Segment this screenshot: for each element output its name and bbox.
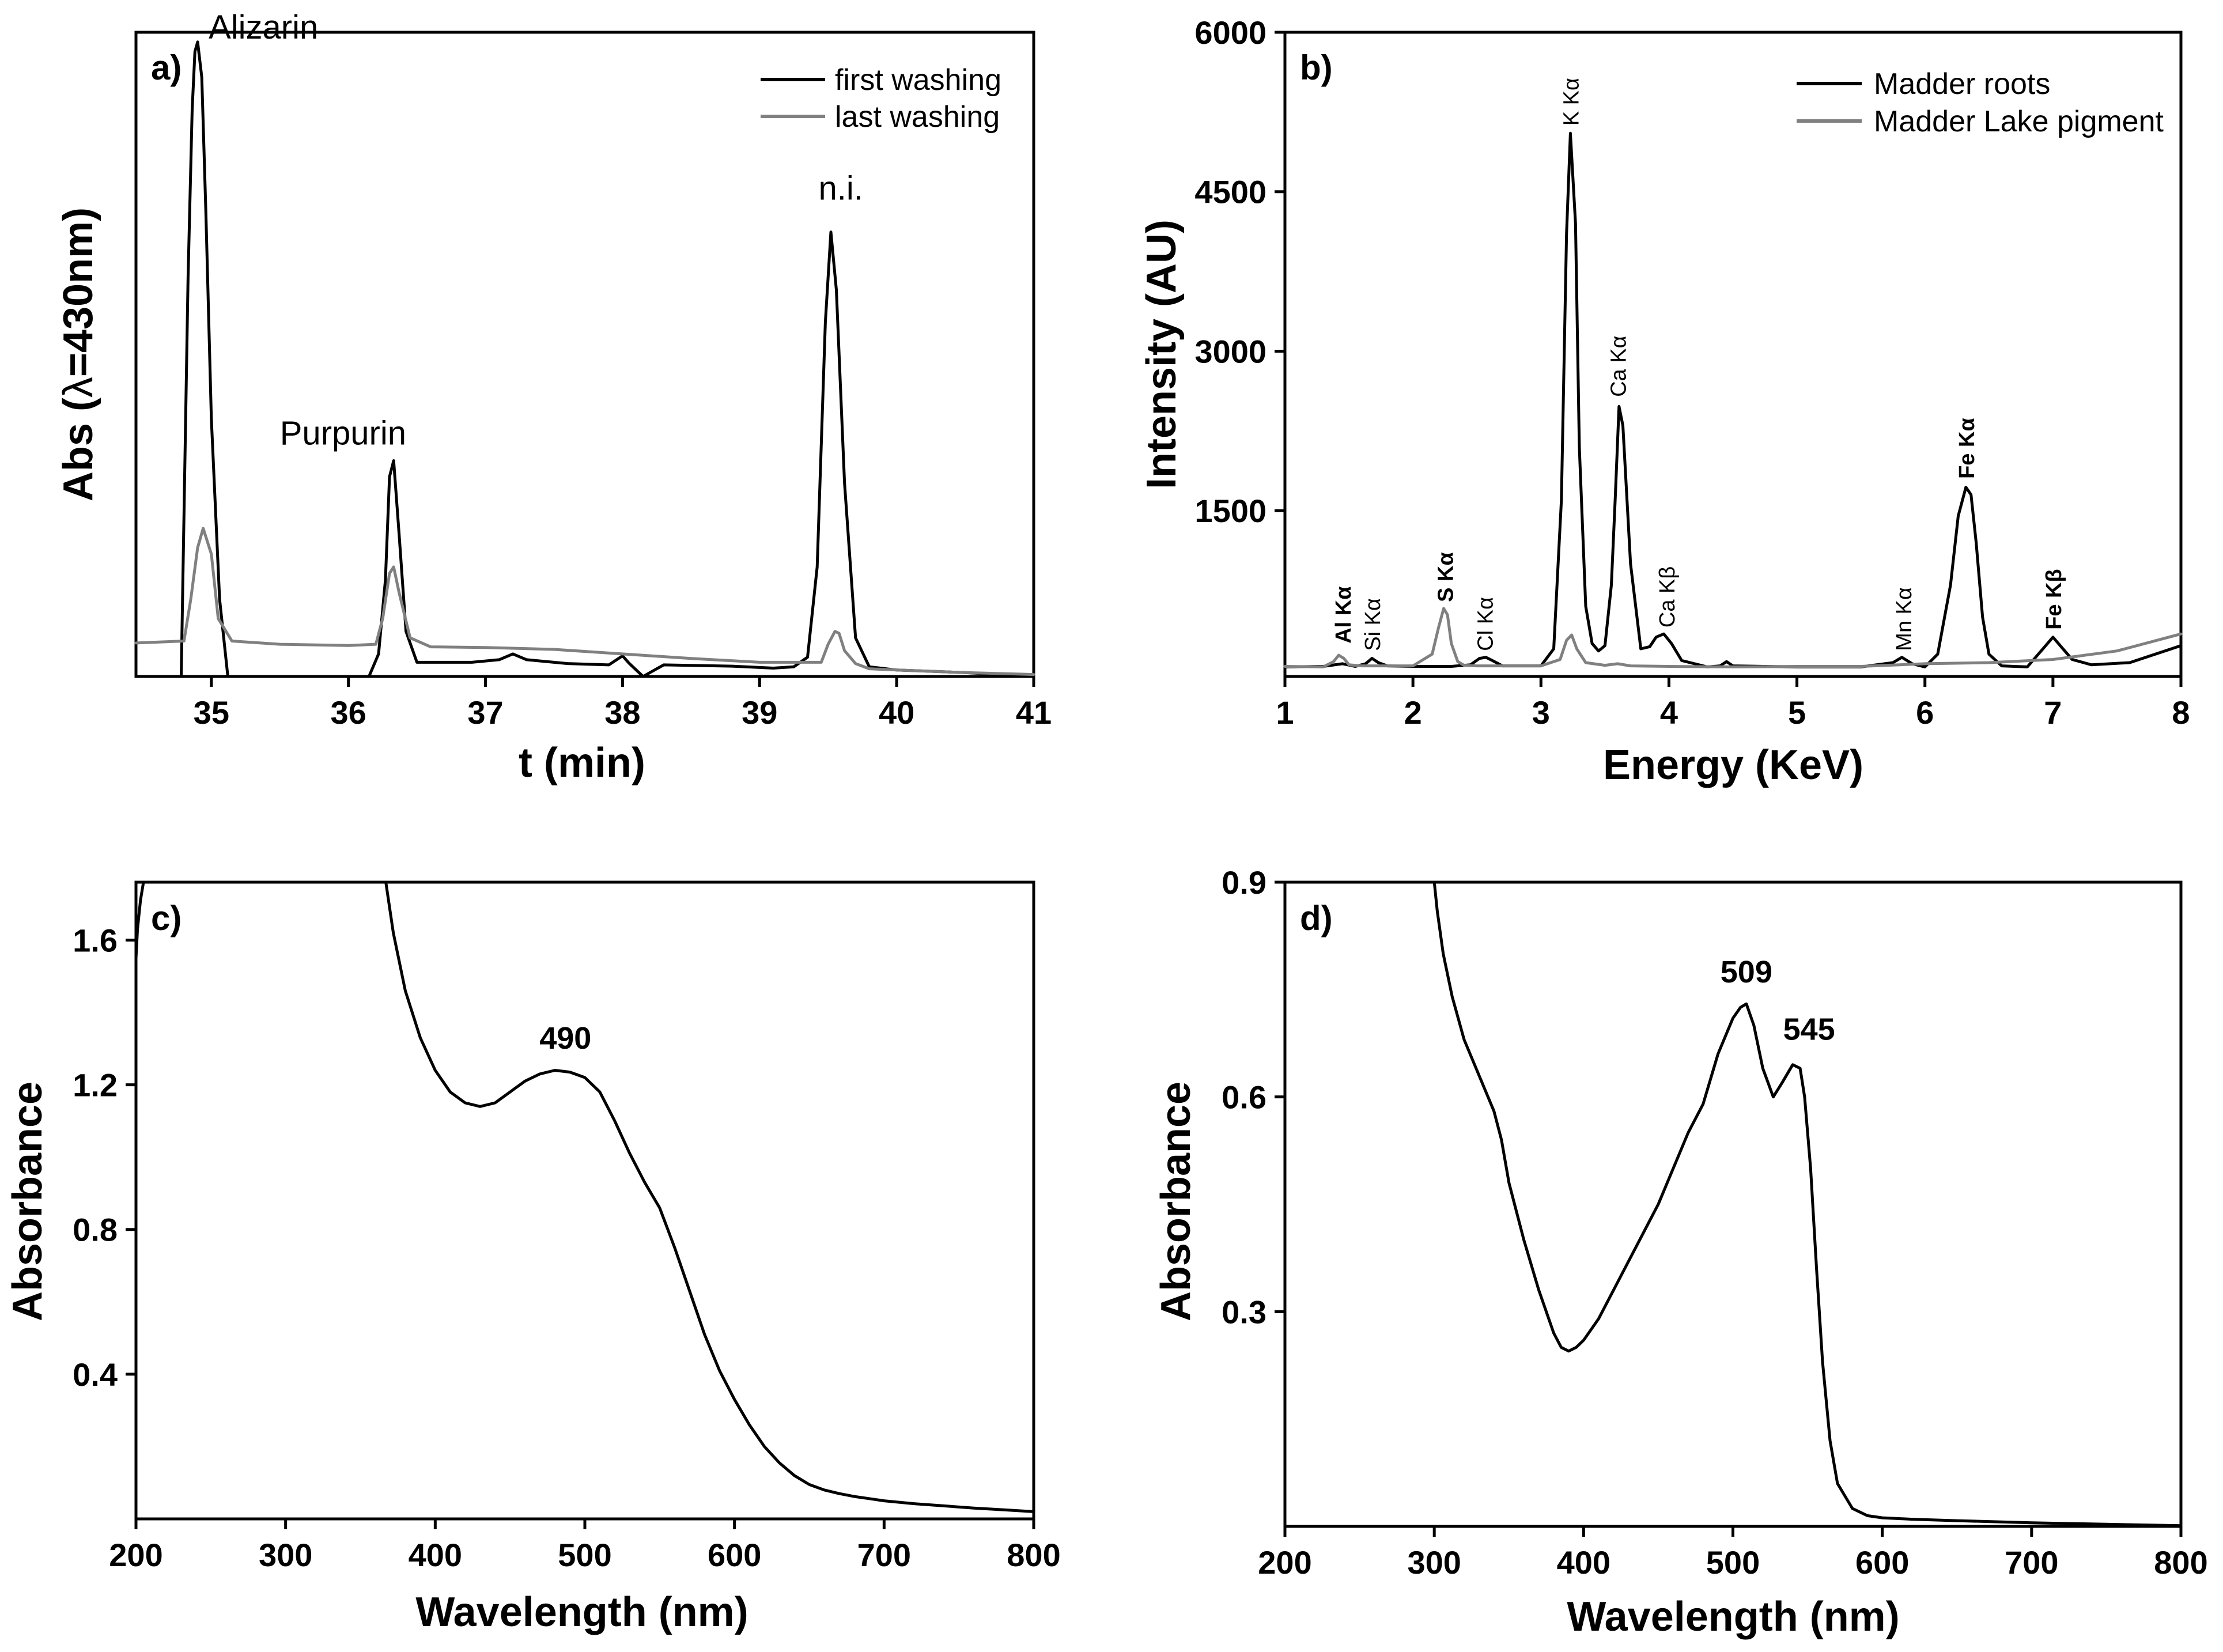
panel-d-y-tick-label: 0.3 — [1222, 1294, 1266, 1330]
panel-a-x-tick-label: 35 — [194, 694, 229, 731]
panel-b-series-madder-roots — [1283, 131, 2183, 668]
panel-a-peak-annotation: Purpurin — [280, 415, 406, 452]
panel-d-y-axis-title: Absorbance — [1153, 1082, 1199, 1321]
panel-b-y-tick-label: 1500 — [1194, 493, 1266, 529]
panel-a-label: a) — [151, 48, 182, 87]
panel-a-peak-annotation: n.i. — [819, 170, 863, 207]
panel-b-chart: 1 2 3 4 5 6 7 8 1500 3000 4500 6000 Al Kα Si Kα S Kα C… — [1139, 14, 2190, 788]
panel-a-x-tick-label: 38 — [604, 694, 640, 731]
panel-c-chart: 200 300 400 500 600 700 800 0.4 0.8 1.2 1.6 490 c)… — [5, 880, 1061, 1635]
panel-c-x-tick-label: 200 — [109, 1537, 162, 1573]
panel-b-y-tick-label: 3000 — [1194, 333, 1266, 369]
panel-b-x-tick-label: 1 — [1276, 694, 1294, 731]
panel-d-x-tick-label: 400 — [1557, 1544, 1610, 1581]
panel-c-x-axis-title: Wavelength (nm) — [415, 1589, 748, 1635]
panel-d-peak-annotation: 545 — [1783, 1012, 1835, 1046]
panel-b-x-tick-label: 5 — [1788, 694, 1806, 731]
panel-b-peak-annotation: Al Kα — [1332, 586, 1356, 643]
panel-d-series-absorbance — [1432, 880, 2183, 1528]
panel-c-y-tick-label: 1.6 — [73, 922, 118, 958]
panel-d-x-axis-title: Wavelength (nm) — [1567, 1594, 1899, 1640]
panel-a-chart: 35 36 37 38 39 40 41 Alizarin Purpurin n.i. a) f… — [55, 9, 1052, 786]
panel-c-x-tick-label: 400 — [409, 1537, 462, 1573]
panel-d-x-tick-label: 700 — [2005, 1544, 2058, 1581]
panel-b-peak-annotation: Si Kα — [1361, 598, 1385, 651]
panel-d-y-tick-label: 0.6 — [1222, 1079, 1266, 1116]
panel-c-x-tick-label: 300 — [259, 1537, 312, 1573]
panel-a-y-axis-title: Abs (λ=430nm) — [55, 207, 101, 501]
panel-c-plot-frame — [134, 880, 1035, 1521]
panel-a-peak-annotation: Alizarin — [209, 9, 318, 46]
panel-b-y-tick-label: 6000 — [1194, 14, 1266, 51]
panel-a-y-title-suffix: =430nm) — [55, 207, 101, 377]
panel-b-peak-annotation: Ca Kβ — [1655, 566, 1680, 627]
panel-c-peak-annotation: 490 — [539, 1021, 591, 1056]
panel-c-y-tick-label: 0.4 — [73, 1356, 118, 1393]
panel-d-y-tick-label: 0.9 — [1222, 864, 1266, 901]
panel-b-peak-annotation: Ca Kα — [1607, 335, 1631, 396]
panel-b-peak-annotation: K Kα — [1559, 78, 1583, 126]
panel-a-x-tick-label: 39 — [742, 694, 777, 731]
panel-b-peak-annotation: Fe Kβ — [2042, 569, 2066, 630]
panel-c-x-tick-label: 600 — [708, 1537, 761, 1573]
panel-c-series-absorbance-seg1 — [384, 880, 1035, 1513]
panel-b-y-tick-label: 4500 — [1194, 174, 1266, 210]
panel-a-x-tick-label: 37 — [467, 694, 503, 731]
panel-d-x-tick-label: 300 — [1407, 1544, 1461, 1581]
panel-d-label: d) — [1300, 899, 1333, 937]
panel-d-peak-annotation: 509 — [1721, 955, 1772, 989]
panel-d-chart: 200 300 400 500 600 700 800 0.3 0.6 0.9 509 545 d)… — [1153, 864, 2208, 1640]
panel-b-x-tick-label: 7 — [2044, 694, 2062, 731]
panel-b-x-tick-label: 4 — [1660, 694, 1678, 731]
panel-b-y-axis-title: Intensity (AU) — [1139, 220, 1185, 489]
panel-b-peak-annotation: Fe Kα — [1955, 418, 1979, 479]
panel-b-x-tick-label: 8 — [2172, 694, 2190, 731]
panel-a-series-last-washing — [134, 527, 1035, 676]
panel-c-y-axis-title: Absorbance — [5, 1082, 51, 1321]
panel-a-x-tick-label: 40 — [879, 694, 914, 731]
panel-b-legend: Madder roots Madder Lake pigment — [1797, 67, 2164, 138]
legend-entry-last-washing: last washing — [835, 100, 1000, 134]
panel-c-label: c) — [151, 899, 182, 937]
legend-entry-first-washing: first washing — [835, 63, 1001, 97]
panel-b-peak-annotation: S Kα — [1434, 552, 1458, 602]
panel-b-x-tick-label: 3 — [1532, 694, 1550, 731]
panel-d-x-tick-label: 200 — [1258, 1544, 1311, 1581]
panel-a-y-title-prefix: Abs ( — [55, 398, 101, 501]
panel-a-y-title-symbol: λ — [55, 377, 101, 398]
panel-a-plot-frame — [134, 31, 1035, 678]
panel-a-x-axis-title: t (min) — [519, 740, 645, 786]
panel-a-legend: first washing last washing — [761, 63, 1001, 134]
legend-entry-madder-lake: Madder Lake pigment — [1874, 105, 2164, 138]
panel-b-label: b) — [1300, 48, 1333, 87]
panel-b-peak-annotation: Mn Kα — [1892, 587, 1916, 651]
panel-b-series-madder-lake-pigment — [1283, 607, 2183, 668]
panel-b-peak-annotation: Cl Kα — [1474, 597, 1498, 651]
panel-c-y-tick-label: 1.2 — [73, 1067, 118, 1103]
panel-c-series-absorbance-seg0 — [134, 880, 145, 960]
panel-a-series-first-washing — [180, 40, 1035, 678]
panel-d-x-tick-label: 800 — [2154, 1544, 2207, 1581]
panel-c-x-tick-label: 500 — [558, 1537, 611, 1573]
panel-c-x-tick-label: 800 — [1007, 1537, 1060, 1573]
panel-b-x-tick-label: 6 — [1916, 694, 1934, 731]
panel-d-x-tick-label: 500 — [1706, 1544, 1760, 1581]
panel-c-y-tick-label: 0.8 — [73, 1212, 118, 1248]
panel-b-x-axis-title: Energy (KeV) — [1603, 742, 1863, 788]
panel-b-x-tick-label: 2 — [1404, 694, 1422, 731]
panel-b-plot-frame — [1283, 31, 2183, 678]
panel-c-x-tick-label: 700 — [857, 1537, 911, 1573]
panel-a-x-tick-label: 36 — [331, 694, 366, 731]
panel-a-x-tick-label: 41 — [1016, 694, 1052, 731]
legend-entry-madder-roots: Madder roots — [1874, 67, 2050, 101]
panel-d-x-tick-label: 600 — [1855, 1544, 1909, 1581]
